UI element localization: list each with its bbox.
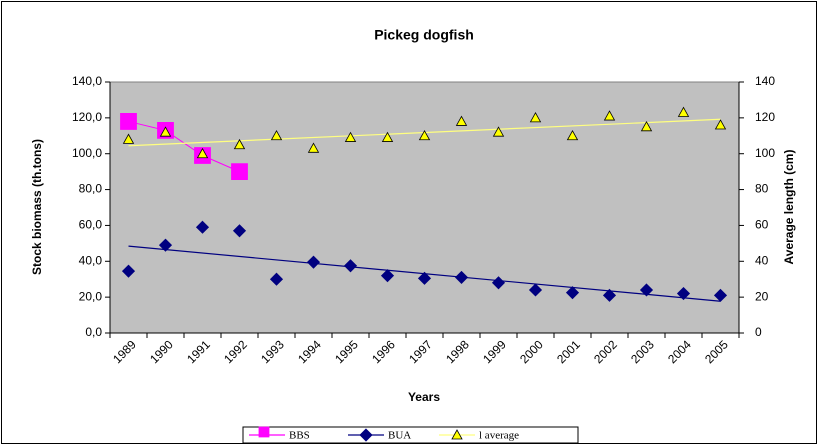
plot-area — [109, 81, 740, 334]
legend-label: BBS — [289, 430, 310, 442]
marker-triangle — [159, 126, 172, 137]
marker-triangle — [344, 131, 357, 142]
marker-diamond — [565, 286, 580, 300]
y2-tick-label: 80 — [755, 182, 769, 196]
marker-triangle — [640, 120, 653, 132]
marker-diamond — [676, 286, 691, 301]
legend-marker — [258, 426, 270, 438]
marker-triangle — [381, 131, 394, 142]
y2-tick-label: 140 — [755, 74, 775, 88]
marker-diamond — [639, 283, 654, 297]
marker-triangle — [714, 119, 727, 130]
marker-square — [231, 163, 248, 181]
legend-label: l average — [479, 430, 519, 442]
y2-tick-label: 100 — [755, 146, 775, 160]
marker-diamond — [195, 220, 210, 234]
marker-triangle — [270, 129, 283, 141]
y2-tick-label: 60 — [755, 218, 769, 232]
y-tick-label: 80,0 — [79, 182, 103, 196]
legend-marker — [359, 428, 373, 442]
marker-triangle — [529, 112, 542, 123]
marker-triangle — [418, 129, 431, 141]
y2-tick-label: 40 — [755, 253, 769, 267]
marker-triangle — [196, 147, 209, 159]
marker-diamond — [713, 288, 728, 302]
y-tick-label: 20,0 — [79, 289, 103, 303]
marker-triangle — [233, 138, 246, 150]
marker-diamond — [602, 288, 617, 302]
marker-diamond — [380, 269, 395, 283]
marker-triangle — [455, 115, 468, 126]
marker-diamond — [269, 272, 284, 286]
chart-title: Pickeg dogfish — [374, 27, 474, 43]
legend-label: BUA — [388, 430, 411, 442]
y-tick-label: 120,0 — [72, 110, 102, 124]
marker-diamond — [528, 283, 543, 297]
marker-square — [120, 113, 137, 130]
y-tick-label: 140,0 — [72, 74, 102, 88]
y2-tick-label: 0 — [755, 325, 762, 339]
marker-triangle — [677, 106, 690, 117]
marker-diamond — [232, 224, 247, 238]
y2-tick-label: 120 — [755, 110, 775, 124]
y2-tick-label: 20 — [755, 289, 769, 303]
legend: BBS BUA l average — [242, 426, 579, 444]
x-axis-title: Years — [408, 390, 440, 404]
legend-marker — [451, 429, 463, 440]
marker-diamond — [417, 271, 432, 285]
marker-triangle — [603, 110, 616, 121]
marker-diamond — [491, 276, 506, 290]
legend-box — [242, 426, 579, 444]
y-tick-label: 100,0 — [72, 146, 102, 160]
marker-triangle — [566, 129, 579, 141]
marker-diamond — [158, 238, 173, 252]
marker-diamond — [343, 259, 358, 273]
y2-axis-title: Average length (cm) — [782, 150, 796, 265]
y-tick-label: 0,0 — [85, 325, 102, 339]
marker-diamond — [454, 270, 469, 284]
marker-triangle — [492, 126, 505, 137]
marker-triangle — [307, 142, 320, 153]
marker-triangle — [122, 133, 135, 144]
y-axis-title: Stock biomass (th.tons) — [30, 139, 44, 275]
y-tick-label: 40,0 — [79, 253, 103, 267]
marker-diamond — [121, 264, 136, 278]
y-tick-label: 60,0 — [79, 218, 103, 232]
marker-diamond — [306, 255, 321, 269]
